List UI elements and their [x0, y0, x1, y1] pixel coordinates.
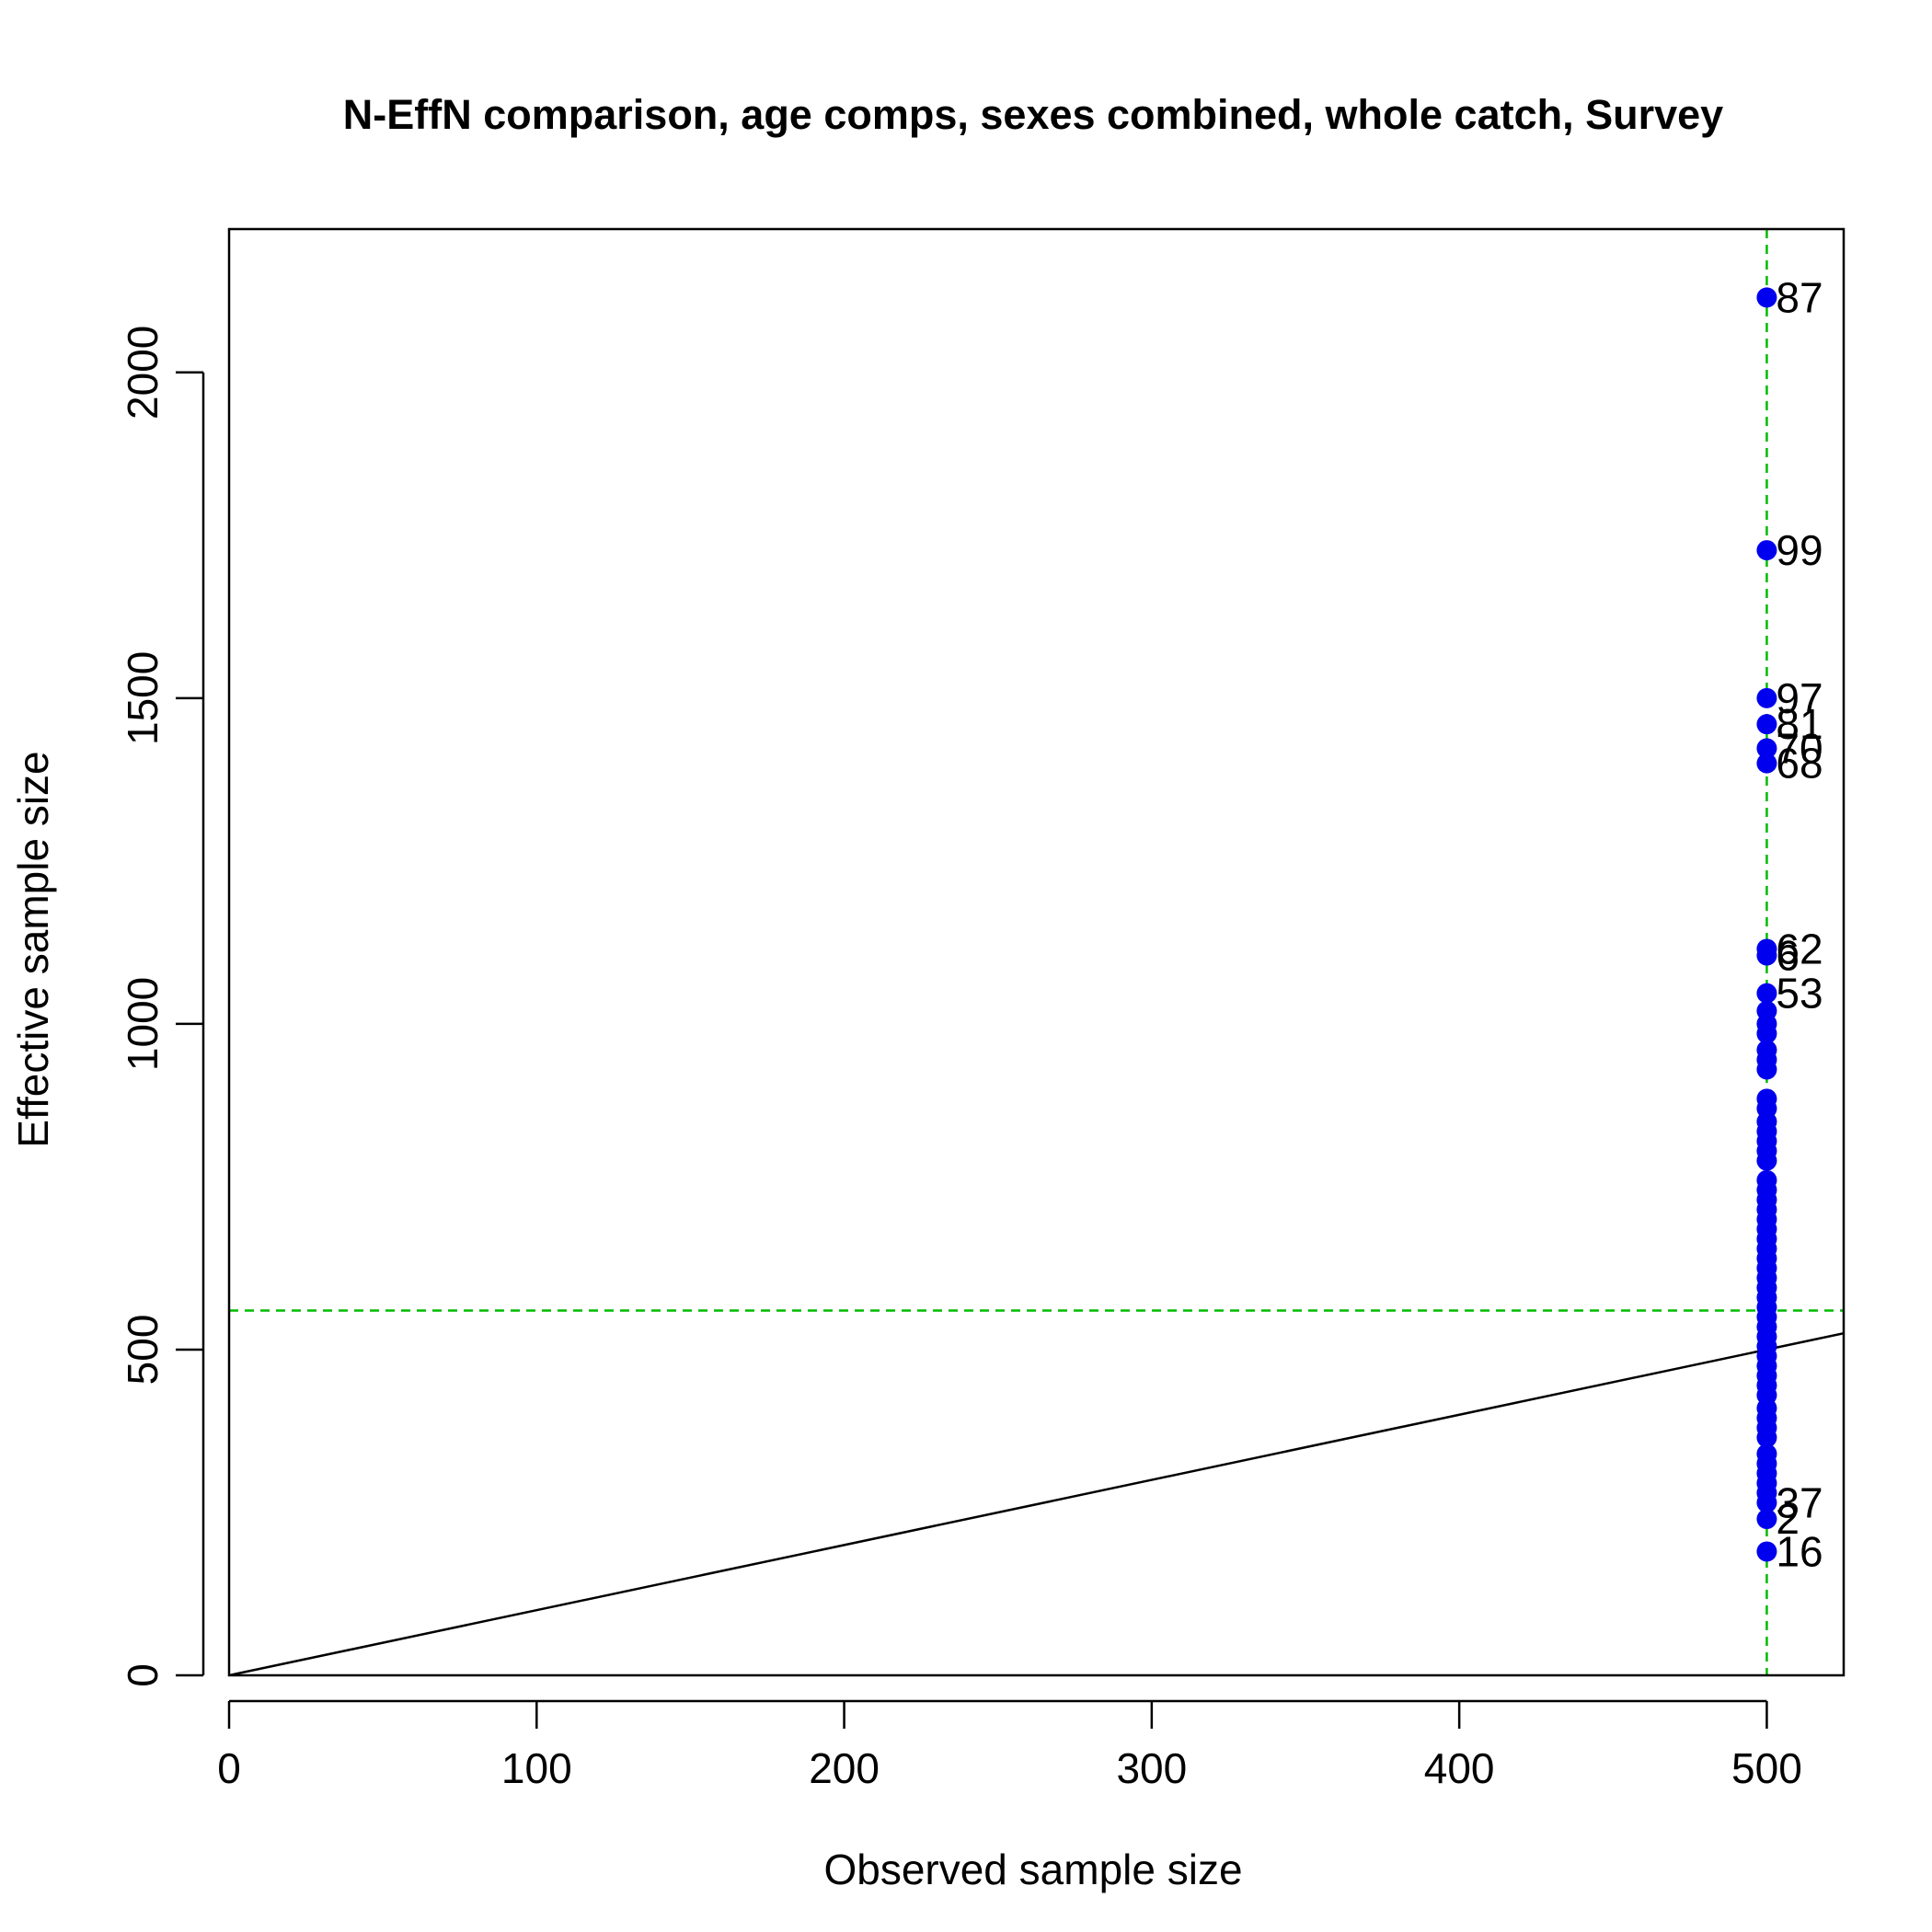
data-point	[1756, 1427, 1777, 1448]
data-point	[1756, 983, 1777, 1004]
point-label: 97	[1776, 674, 1823, 722]
point-label: 2	[1776, 1495, 1800, 1543]
point-label: 62	[1776, 925, 1823, 972]
point-label: 70	[1776, 724, 1823, 772]
x-tick-label: 500	[1731, 1744, 1802, 1792]
x-tick-label: 200	[809, 1744, 880, 1792]
point-label: 68	[1776, 740, 1823, 788]
chart-title: N-EffN comparison, age comps, sexes comb…	[343, 91, 1723, 138]
data-point	[1756, 1541, 1777, 1562]
x-tick-label: 300	[1116, 1744, 1187, 1792]
data-point	[1756, 687, 1777, 708]
point-label: 99	[1776, 526, 1823, 574]
point-label: 53	[1776, 970, 1823, 1018]
data-point	[1756, 1150, 1777, 1171]
point-label: 6	[1776, 932, 1800, 980]
plot-clip-group	[229, 229, 1844, 1675]
data-point	[1756, 753, 1777, 774]
point-label: 16	[1776, 1527, 1823, 1575]
y-tick-label: 0	[119, 1663, 167, 1687]
y-tick-label: 1000	[119, 977, 167, 1071]
data-point	[1756, 1059, 1777, 1080]
point-label: 87	[1776, 273, 1823, 321]
data-point	[1756, 1509, 1777, 1530]
data-point	[1756, 540, 1777, 561]
point-label: 37	[1776, 1478, 1823, 1526]
data-point	[1756, 1492, 1777, 1513]
point-label: 81	[1776, 700, 1823, 748]
y-tick-label: 500	[119, 1315, 167, 1386]
plot-border	[227, 227, 1846, 1677]
data-point	[1756, 1023, 1777, 1044]
y-tick-label: 2000	[119, 326, 167, 420]
x-axis-label: Observed sample size	[823, 1846, 1242, 1893]
data-point	[1756, 738, 1777, 759]
data-point	[1756, 714, 1777, 735]
data-point	[1756, 945, 1777, 966]
y-tick-label: 1500	[119, 651, 167, 745]
x-tick-label: 0	[217, 1744, 241, 1792]
x-tick-label: 400	[1424, 1744, 1495, 1792]
data-point	[1756, 287, 1777, 308]
x-tick-label: 100	[501, 1744, 572, 1792]
y-axis-label: Effective sample size	[9, 751, 57, 1147]
reference-line	[229, 1332, 1844, 1675]
